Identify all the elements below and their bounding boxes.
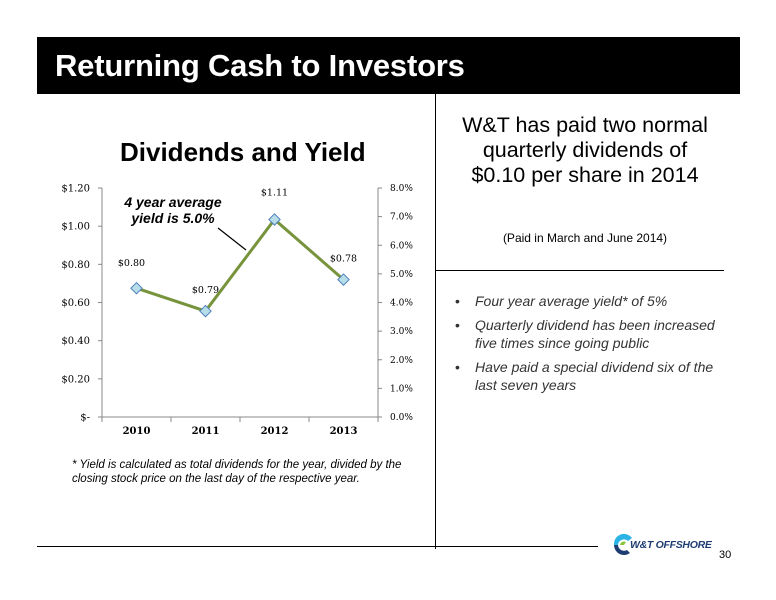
- left-tick-label: $-: [80, 413, 90, 424]
- left-tick-label: $1.20: [61, 184, 90, 195]
- right-tick-label: 2.0%: [390, 356, 413, 366]
- page-number: 30: [719, 549, 732, 561]
- yield-series-line: [136, 217, 345, 313]
- right-tick-label: 5.0%: [390, 270, 413, 280]
- title-bar: Returning Cash to Investors: [37, 37, 740, 94]
- dividend-data-label: $0.79: [192, 285, 219, 296]
- right-tick-label: 8.0%: [390, 184, 413, 194]
- dividend-headline: W&T has paid two normal quarterly divide…: [462, 113, 708, 187]
- slide-title: Returning Cash to Investors: [55, 48, 465, 83]
- average-yield-annotation: 4 year average yield is 5.0%: [124, 194, 222, 226]
- bullet-item: • Four year average yield* of 5%: [455, 293, 668, 309]
- yield-point: [268, 213, 281, 226]
- left-tick-label: $0.40: [61, 336, 90, 347]
- bullet-item: • Have paid a special dividend six of the…: [455, 359, 714, 393]
- left-tick-label: $0.20: [61, 374, 90, 385]
- x-tick-label: 2011: [192, 426, 220, 437]
- x-tick-label: 2013: [330, 426, 358, 437]
- yield-footnote: * Yield is calculated as total dividends…: [72, 459, 402, 485]
- right-tick-label: 4.0%: [390, 299, 413, 309]
- chart-title: Dividends and Yield: [120, 137, 366, 167]
- dividend-data-label: $0.78: [330, 254, 357, 265]
- wt-offshore-logo-icon: [613, 533, 632, 555]
- right-divider: [436, 270, 724, 271]
- dividend-data-label: $1.11: [261, 187, 288, 198]
- annotation-pointer: [217, 227, 247, 251]
- right-tick-label: 6.0%: [390, 241, 413, 251]
- left-tick-label: $1.00: [61, 222, 90, 233]
- yield-point: [337, 273, 350, 286]
- yield-point: [199, 304, 212, 318]
- left-tick-label: $0.80: [61, 260, 90, 271]
- right-tick-label: 7.0%: [390, 213, 413, 223]
- vertical-divider: [435, 94, 436, 549]
- right-tick-label: 3.0%: [390, 327, 413, 337]
- right-tick-label: 1.0%: [390, 384, 413, 394]
- left-tick-label: $0.60: [61, 298, 90, 309]
- bottom-rule: [37, 546, 598, 547]
- dividend-subnote: (Paid in March and June 2014): [502, 231, 668, 245]
- x-tick-label: 2010: [123, 426, 151, 437]
- bullet-item: • Quarterly dividend has been increased f…: [455, 317, 715, 351]
- right-tick-label: 0.0%: [390, 413, 413, 423]
- highlights-list: • Four year average yield* of 5% • Quarter…: [452, 292, 722, 400]
- logo-text: W&T OFFSHORE: [630, 539, 712, 551]
- yield-point: [130, 281, 143, 295]
- dividend-data-label: $0.80: [118, 258, 145, 269]
- x-tick-label: 2012: [261, 426, 289, 437]
